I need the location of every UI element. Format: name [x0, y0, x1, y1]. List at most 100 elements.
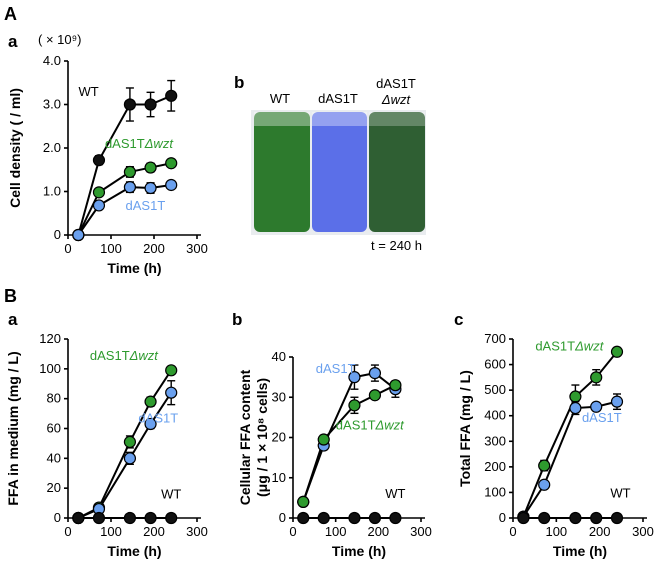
y-tick-label: 0	[54, 227, 61, 242]
series-label: dAS1TΔwzt	[105, 136, 174, 151]
data-point	[348, 399, 361, 412]
data-point	[144, 98, 157, 111]
photo-label-wt: WT	[270, 91, 290, 106]
y-axis-label: Cell density ( / ml)	[7, 88, 23, 208]
y-tick-label: 500	[484, 382, 506, 397]
data-point	[590, 371, 603, 384]
y-tick-label: 60	[47, 421, 61, 436]
data-point	[144, 417, 157, 431]
data-point	[569, 511, 582, 525]
series-label: dAS1T	[582, 410, 622, 425]
series-label: dAS1T	[126, 198, 166, 213]
x-axis-label: Time (h)	[332, 543, 386, 559]
data-point	[389, 379, 402, 392]
photo-label-das1t: dAS1T	[318, 91, 358, 106]
chart-Ba: 0 100 200 300 0 20 40 60 80 100 120 Time (h) FFA in …	[5, 331, 208, 559]
y-tick-label: 100	[39, 361, 61, 376]
series-label: WT	[161, 487, 181, 502]
chart-Bb: 0 100 200 300 0 10 20 30 40 Time (h) Cellular FFA …	[237, 349, 432, 559]
y-axis-label: FFA in medium (mg / L)	[5, 351, 21, 505]
y-tick-label: 40	[272, 349, 286, 364]
x-tick-label: 0	[64, 241, 71, 256]
x-tick-label: 200	[143, 524, 165, 539]
x-tick-label: 200	[143, 241, 165, 256]
y-tick-label: 200	[484, 459, 506, 474]
data-point	[517, 511, 530, 525]
data-point	[610, 511, 624, 525]
data-point	[165, 386, 178, 399]
y-tick-label: 4.0	[43, 53, 61, 68]
y-tick-label: 1.0	[43, 184, 61, 199]
x-tick-label: 0	[509, 524, 516, 539]
photo-caption: t = 240 h	[371, 238, 422, 253]
tube-das1t-wzt-meniscus	[369, 112, 425, 126]
series-label: dAS1TΔwzt	[535, 339, 604, 354]
data-point	[92, 186, 106, 199]
data-point	[72, 511, 85, 525]
series-label: dAS1T	[316, 361, 356, 376]
data-point	[123, 435, 137, 449]
data-point	[368, 367, 382, 380]
data-point	[610, 345, 624, 358]
y-tick-label: 10	[272, 470, 286, 485]
x-tick-label: 0	[289, 524, 296, 539]
data-point	[538, 478, 551, 491]
tube-wt	[254, 112, 310, 232]
y-tick-label: 0	[499, 510, 506, 525]
panel-label-B: B	[4, 286, 17, 306]
tube-wt-meniscus	[254, 112, 310, 126]
series-label: dAS1T	[138, 411, 178, 426]
data-point	[569, 390, 582, 403]
data-point	[610, 395, 624, 408]
y-axis-label: Total FFA (mg / L)	[457, 370, 473, 487]
data-point	[590, 511, 603, 525]
y-tick-label: 120	[39, 331, 61, 346]
data-point	[165, 157, 178, 170]
panel-label-Bc: c	[454, 310, 463, 329]
y-tick-label: 2.0	[43, 140, 61, 155]
data-point	[92, 199, 106, 212]
y-tick-label: 30	[272, 389, 286, 404]
y-tick-label: 700	[484, 331, 506, 346]
y-tick-label: 3.0	[43, 97, 61, 112]
series-label: WT	[385, 486, 405, 501]
x-tick-label: 300	[186, 524, 208, 539]
y-axis-label-units: (μg / 1 × 10⁸ cells)	[254, 378, 270, 497]
data-point	[317, 511, 330, 525]
y-tick-label: 20	[47, 480, 61, 495]
x-tick-label: 300	[410, 524, 432, 539]
data-point	[123, 511, 137, 525]
data-point	[92, 154, 106, 167]
x-axis-label: Time (h)	[107, 543, 161, 559]
series-line	[522, 351, 618, 518]
data-point	[368, 389, 382, 402]
x-tick-label: 300	[632, 524, 654, 539]
data-point	[165, 178, 178, 192]
y-tick-label: 80	[47, 391, 61, 406]
series-label: WT	[610, 486, 630, 501]
data-point	[123, 452, 137, 465]
data-point	[538, 511, 551, 525]
data-point	[144, 395, 157, 408]
y-tick-label: 100	[484, 484, 506, 499]
data-point	[123, 98, 137, 111]
x-tick-label: 100	[100, 524, 122, 539]
data-point	[538, 459, 551, 472]
y-tick-label: 300	[484, 433, 506, 448]
y-tick-label: 20	[272, 430, 286, 445]
panel-label-Bb: b	[232, 310, 242, 329]
y-axis-label: Cellular FFA content	[237, 369, 253, 505]
photo-label-das1t-wzt: dAS1T	[376, 76, 416, 91]
y-tick-label: 0	[279, 510, 286, 525]
tube-das1t-wzt	[369, 112, 425, 232]
series-label: dAS1TΔwzt	[336, 417, 405, 432]
y-tick-label: 400	[484, 408, 506, 423]
tube-photo: WT dAS1T dAS1T Δwzt t = 240 h	[251, 76, 426, 253]
data-point	[348, 511, 361, 525]
data-point	[72, 228, 85, 242]
x-tick-label: 100	[100, 241, 122, 256]
data-point	[123, 165, 137, 179]
panel-label-Aa: a	[8, 32, 18, 51]
